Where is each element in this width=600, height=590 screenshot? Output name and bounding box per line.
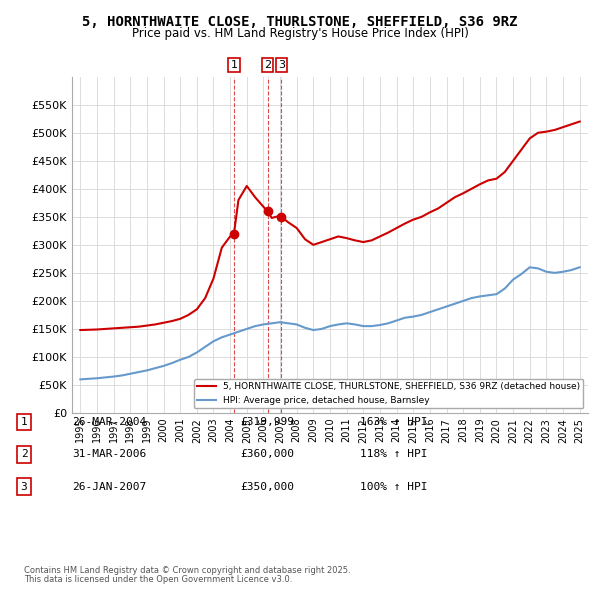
- Text: 26-JAN-2007: 26-JAN-2007: [72, 482, 146, 491]
- Text: This data is licensed under the Open Government Licence v3.0.: This data is licensed under the Open Gov…: [24, 575, 292, 584]
- Text: 1: 1: [230, 60, 238, 70]
- Text: £350,000: £350,000: [240, 482, 294, 491]
- Text: 118% ↑ HPI: 118% ↑ HPI: [360, 450, 427, 459]
- Text: 3: 3: [20, 482, 28, 491]
- Text: 100% ↑ HPI: 100% ↑ HPI: [360, 482, 427, 491]
- Text: 1: 1: [20, 417, 28, 427]
- Text: 31-MAR-2006: 31-MAR-2006: [72, 450, 146, 459]
- Text: Contains HM Land Registry data © Crown copyright and database right 2025.: Contains HM Land Registry data © Crown c…: [24, 566, 350, 575]
- Text: £360,000: £360,000: [240, 450, 294, 459]
- Text: 26-MAR-2004: 26-MAR-2004: [72, 417, 146, 427]
- Text: 5, HORNTHWAITE CLOSE, THURLSTONE, SHEFFIELD, S36 9RZ: 5, HORNTHWAITE CLOSE, THURLSTONE, SHEFFI…: [82, 15, 518, 29]
- Text: Price paid vs. HM Land Registry's House Price Index (HPI): Price paid vs. HM Land Registry's House …: [131, 27, 469, 40]
- Legend: 5, HORNTHWAITE CLOSE, THURLSTONE, SHEFFIELD, S36 9RZ (detached house), HPI: Aver: 5, HORNTHWAITE CLOSE, THURLSTONE, SHEFFI…: [194, 379, 583, 408]
- Text: £319,999: £319,999: [240, 417, 294, 427]
- Text: 3: 3: [278, 60, 285, 70]
- Text: 163% ↑ HPI: 163% ↑ HPI: [360, 417, 427, 427]
- Text: 2: 2: [264, 60, 271, 70]
- Text: 2: 2: [20, 450, 28, 459]
